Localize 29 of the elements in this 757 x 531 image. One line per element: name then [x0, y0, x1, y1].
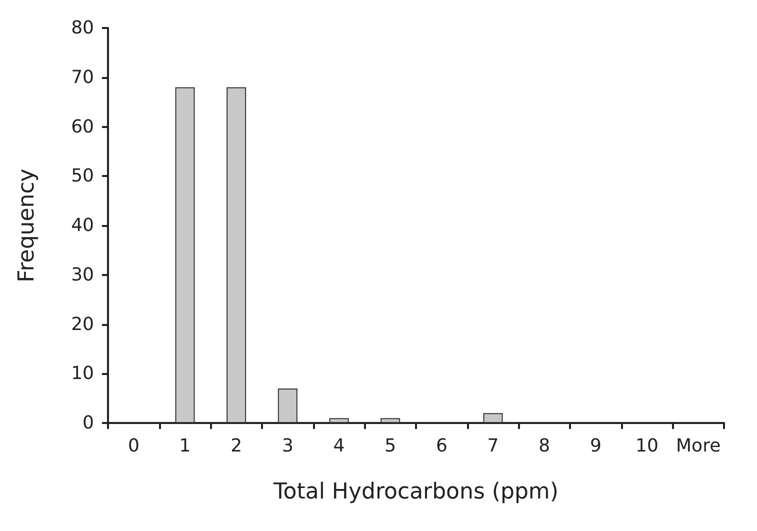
x-tick-label: 6 [436, 436, 448, 456]
y-tick-label: 70 [71, 66, 94, 88]
x-tick-label: 7 [487, 436, 499, 456]
y-tick-label: 60 [71, 116, 94, 138]
x-tick-label: 10 [636, 436, 658, 456]
y-axis-title: Frequency [14, 168, 40, 282]
y-tick-label: 40 [71, 215, 94, 236]
x-axis-title: Total Hydrocarbons (ppm) [272, 480, 558, 504]
x-tick-label: 9 [590, 436, 602, 456]
x-tick-label: 5 [384, 436, 396, 456]
y-tick-label: 50 [71, 166, 94, 187]
bar [278, 388, 298, 423]
x-tick-label: 1 [179, 436, 191, 456]
x-tick-label: 2 [230, 436, 242, 456]
bar [483, 413, 503, 423]
x-tick-label: 0 [128, 436, 140, 456]
bar [226, 87, 246, 423]
x-tick-label: 8 [538, 436, 550, 456]
x-tick-label: 3 [282, 436, 294, 456]
x-tick-label: More [676, 436, 721, 456]
y-tick-label: 0 [82, 412, 94, 434]
bar [329, 418, 349, 423]
y-tick-label: 10 [71, 363, 94, 384]
x-tick-label: 4 [333, 436, 345, 456]
y-tick-label: 30 [71, 264, 94, 286]
y-tick-label: 20 [71, 314, 94, 335]
bar [175, 87, 195, 423]
y-tick-label: 80 [71, 18, 94, 38]
bar [380, 418, 400, 423]
